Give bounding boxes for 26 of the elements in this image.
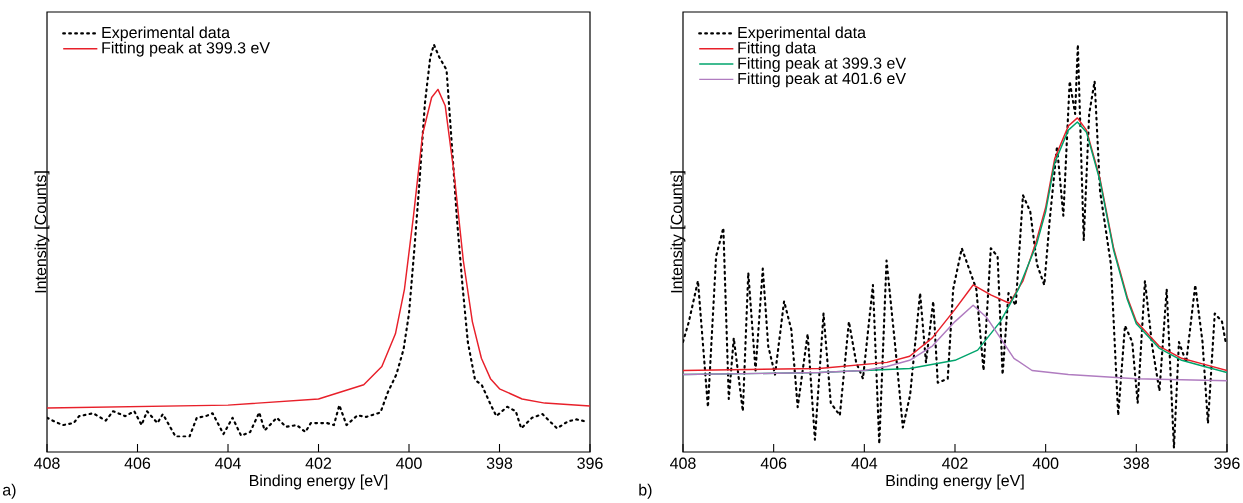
x-tick-label: 396 <box>1214 457 1240 469</box>
legend-label: Fitting peak at 399.3 eV <box>738 57 906 72</box>
text: a) <box>2 483 16 499</box>
x-tick-label: 396 <box>577 457 603 469</box>
legend-label: Experimental data <box>102 26 230 42</box>
x-tick-label: 402 <box>305 457 332 469</box>
x-axis-title: Binding energy [eV] <box>250 474 388 490</box>
x-tick-label: 400 <box>1032 457 1059 469</box>
legend-label: Fitting peak at 401.6 eV <box>738 72 906 88</box>
x-tick-label: 408 <box>670 457 696 469</box>
x-tick-label: 406 <box>124 457 151 469</box>
legend-label: Fitting peak at 399.3 eV <box>102 41 270 57</box>
y-axis-title: Intensity [Counts] <box>670 171 686 293</box>
y-axis-title: Intensity [Counts] <box>34 171 50 293</box>
legend-label: Fitting data <box>738 41 817 57</box>
x-tick-label: 404 <box>215 457 241 469</box>
x-tick-label: 404 <box>851 457 878 469</box>
x-tick-label: 408 <box>34 457 60 469</box>
x-tick-label: 398 <box>1123 457 1149 469</box>
x-axis-title: Binding energy [eV] <box>886 474 1024 490</box>
legend-label: Experimental data <box>738 26 866 42</box>
x-tick-label: 406 <box>760 457 787 469</box>
x-tick-label: 400 <box>396 457 422 469</box>
text: b) <box>639 483 652 499</box>
x-tick-label: 402 <box>942 457 968 469</box>
x-tick-label: 398 <box>486 457 513 469</box>
